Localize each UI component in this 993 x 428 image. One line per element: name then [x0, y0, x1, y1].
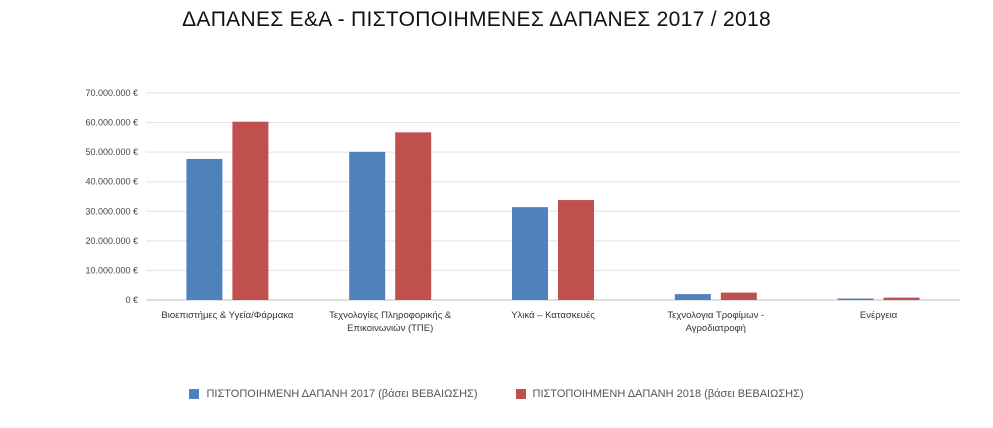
legend-item: ΠΙΣΤΟΠΟΙΗΜΕΝΗ ΔΑΠΑΝΗ 2018 (βάσει ΒΕΒΑΙΩΣ… [515, 388, 804, 400]
legend-label: ΠΙΣΤΟΠΟΙΗΜΕΝΗ ΔΑΠΑΝΗ 2017 (βάσει ΒΕΒΑΙΩΣ… [206, 388, 478, 400]
category-label-line: Τεχνολογίες Πληροφορικής & [329, 310, 452, 321]
y-axis-ticks: 0 € 10.000.000 € 20.000.000 € 30.000.000 € 4… [85, 88, 138, 305]
category-label: Ενέργεια [860, 310, 898, 321]
y-tick-label: 40.000.000 € [85, 177, 138, 187]
category-label-line: Υλικά – Κατασκευές [511, 310, 595, 321]
bar [720, 292, 757, 300]
legend-swatch [515, 389, 526, 399]
legend-label: ΠΙΣΤΟΠΟΙΗΜΕΝΗ ΔΑΠΑΝΗ 2018 (βάσει ΒΕΒΑΙΩΣ… [532, 388, 804, 400]
category-labels: Βιοεπιστήμες & Υγεία/Φάρμακα Τεχνολογίες … [161, 310, 897, 334]
y-tick-label: 30.000.000 € [85, 206, 138, 216]
category-label-line: Ενέργεια [860, 310, 898, 321]
bar [883, 297, 920, 300]
bar [674, 294, 711, 300]
y-tick-label: 20.000.000 € [85, 236, 138, 246]
category-label-line: Βιοεπιστήμες & Υγεία/Φάρμακα [161, 310, 293, 321]
y-tick-label: 60.000.000 € [85, 118, 138, 128]
bar [558, 200, 594, 300]
legend-item: ΠΙΣΤΟΠΟΙΗΜΕΝΗ ΔΑΠΑΝΗ 2017 (βάσει ΒΕΒΑΙΩΣ… [189, 388, 478, 400]
category-label-line: Επικοινωνιών (ΤΠΕ) [347, 323, 433, 334]
category-label: Τεχνολογίες Πληροφορικής & Επικοινωνιών (… [329, 310, 452, 334]
y-tick-label: 10.000.000 € [85, 265, 138, 275]
gridlines [146, 92, 960, 301]
bar [512, 207, 548, 300]
bar [837, 298, 874, 300]
legend: ΠΙΣΤΟΠΟΙΗΜΕΝΗ ΔΑΠΑΝΗ 2017 (βάσει ΒΕΒΑΙΩΣ… [0, 388, 993, 400]
bar [395, 132, 432, 300]
bar [349, 151, 386, 300]
chart-title: ΔΑΠΑΝΕΣ Ε&Α - ΠΙΣΤΟΠΟΙΗΜΕΝΕΣ ΔΑΠΑΝΕΣ 201… [182, 8, 771, 31]
y-tick-label: 70.000.000 € [85, 88, 138, 98]
bar [232, 121, 269, 300]
y-tick-label: 0 € [125, 295, 138, 305]
legend-swatch [189, 389, 200, 399]
bar [186, 158, 223, 300]
category-label-line: Τεχνολογια Τροφίμων - [667, 310, 764, 321]
bars [186, 121, 920, 300]
category-label: Υλικά – Κατασκευές [511, 310, 595, 321]
category-label: Βιοεπιστήμες & Υγεία/Φάρμακα [161, 310, 293, 321]
category-label-line: Αγροδιατροφή [686, 323, 746, 334]
category-label: Τεχνολογια Τροφίμων - Αγροδιατροφή [667, 310, 764, 334]
y-tick-label: 50.000.000 € [85, 147, 138, 157]
